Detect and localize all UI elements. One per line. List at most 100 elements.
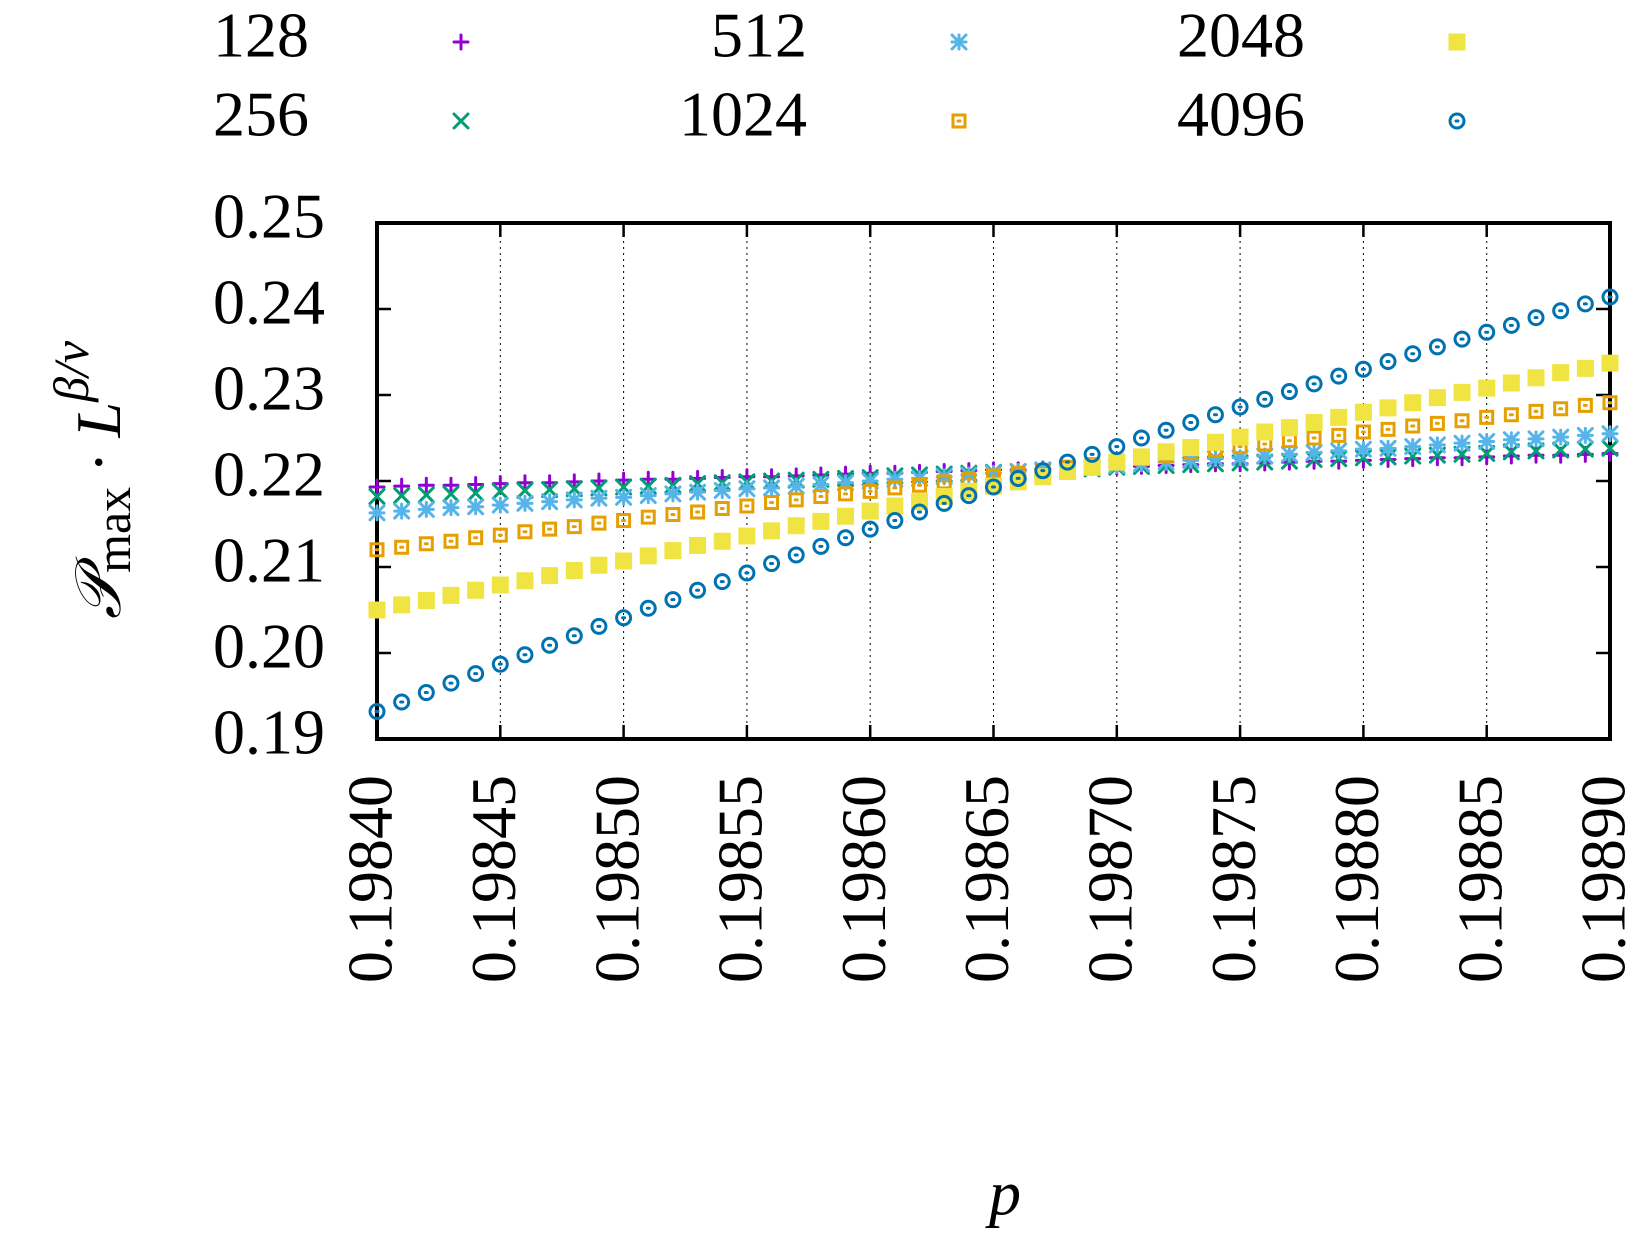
data-point xyxy=(1157,443,1175,461)
data-point xyxy=(639,487,657,505)
data-point xyxy=(565,491,583,509)
data-point xyxy=(467,665,485,683)
y-label-exponent: β/ν xyxy=(43,340,99,403)
data-point xyxy=(1306,430,1322,446)
x-axis-label: p xyxy=(985,1158,1021,1229)
x-tick-label: 0.19885 xyxy=(1444,775,1515,983)
data-point xyxy=(467,581,485,599)
data-point xyxy=(887,480,903,496)
data-point xyxy=(565,473,583,491)
data-point xyxy=(442,674,460,692)
data-point xyxy=(862,483,878,499)
data-point xyxy=(368,601,386,619)
data-point xyxy=(787,477,805,495)
y-label-subscript: max xyxy=(85,487,141,573)
data-point xyxy=(911,503,929,521)
data-point xyxy=(1157,421,1175,439)
data-point xyxy=(368,702,386,720)
legend-label: 1024 xyxy=(679,79,807,150)
x-tick-label: 0.19865 xyxy=(951,775,1022,983)
data-point xyxy=(1428,436,1446,454)
data-point xyxy=(1009,469,1027,487)
data-point xyxy=(1429,415,1445,431)
data-point xyxy=(1256,390,1274,408)
data-point xyxy=(1355,424,1371,440)
data-point xyxy=(442,586,460,604)
data-point xyxy=(689,483,707,501)
data-point xyxy=(886,470,904,488)
data-point xyxy=(1354,440,1372,458)
data-point xyxy=(1034,462,1052,480)
data-point xyxy=(713,532,731,550)
data-point xyxy=(541,636,559,654)
data-point xyxy=(516,572,534,590)
data-point xyxy=(516,481,534,499)
data-point xyxy=(1305,375,1323,393)
data-point xyxy=(591,515,607,531)
data-point xyxy=(393,596,411,614)
y-axis-label: 𝒫max·Lβ/ν xyxy=(43,340,141,619)
data-point xyxy=(985,464,1002,482)
data-point xyxy=(1553,401,1569,417)
data-point xyxy=(664,485,682,503)
y-tick-label: 0.24 xyxy=(213,267,325,338)
data-point xyxy=(542,521,558,537)
data-point xyxy=(1354,360,1372,378)
data-point xyxy=(417,486,435,504)
data-point xyxy=(467,498,485,516)
data-point xyxy=(1330,367,1348,385)
data-point xyxy=(1231,449,1249,467)
data-point xyxy=(1182,438,1200,456)
data-point xyxy=(1206,406,1224,424)
data-point xyxy=(837,507,855,525)
y-label-l: L xyxy=(63,402,134,439)
data-point xyxy=(616,513,632,529)
legend-marker xyxy=(951,113,967,129)
data-point xyxy=(1256,447,1274,465)
data-point xyxy=(1601,354,1619,372)
data-point xyxy=(491,475,509,493)
data-point xyxy=(1280,383,1298,401)
data-point xyxy=(1502,443,1520,461)
data-point xyxy=(763,555,781,573)
data-point xyxy=(861,520,879,538)
data-point xyxy=(985,478,1003,496)
data-point xyxy=(516,494,534,512)
data-point xyxy=(664,542,682,560)
y-tick-label: 0.25 xyxy=(213,181,325,252)
data-point xyxy=(1601,288,1619,306)
data-point xyxy=(393,477,411,495)
y-tick-label: 0.20 xyxy=(213,611,325,682)
data-point xyxy=(639,547,657,565)
data-point xyxy=(368,504,386,522)
data-point xyxy=(838,486,854,502)
data-point xyxy=(1601,425,1619,443)
data-point xyxy=(417,592,435,610)
legend-label: 256 xyxy=(213,79,309,150)
data-point xyxy=(912,477,928,493)
data-point xyxy=(689,537,707,554)
data-point xyxy=(1601,439,1619,457)
data-point xyxy=(1206,433,1224,451)
data-point xyxy=(1478,444,1496,462)
data-point xyxy=(1503,407,1519,423)
data-point xyxy=(960,466,978,484)
data-point xyxy=(417,500,435,518)
data-point xyxy=(763,479,781,497)
data-point xyxy=(1502,316,1520,334)
data-point xyxy=(442,485,460,503)
data-point xyxy=(1132,448,1150,466)
data-point xyxy=(369,542,385,558)
data-point xyxy=(541,481,559,499)
data-point xyxy=(1478,432,1496,450)
data-point xyxy=(1527,309,1545,327)
legend-marker xyxy=(950,33,968,51)
data-point xyxy=(590,617,608,635)
data-point xyxy=(541,567,559,585)
data-point xyxy=(492,527,508,543)
data-point xyxy=(1428,389,1446,407)
data-point xyxy=(1108,453,1126,471)
legend-marker xyxy=(452,33,470,51)
data-point xyxy=(541,474,559,492)
